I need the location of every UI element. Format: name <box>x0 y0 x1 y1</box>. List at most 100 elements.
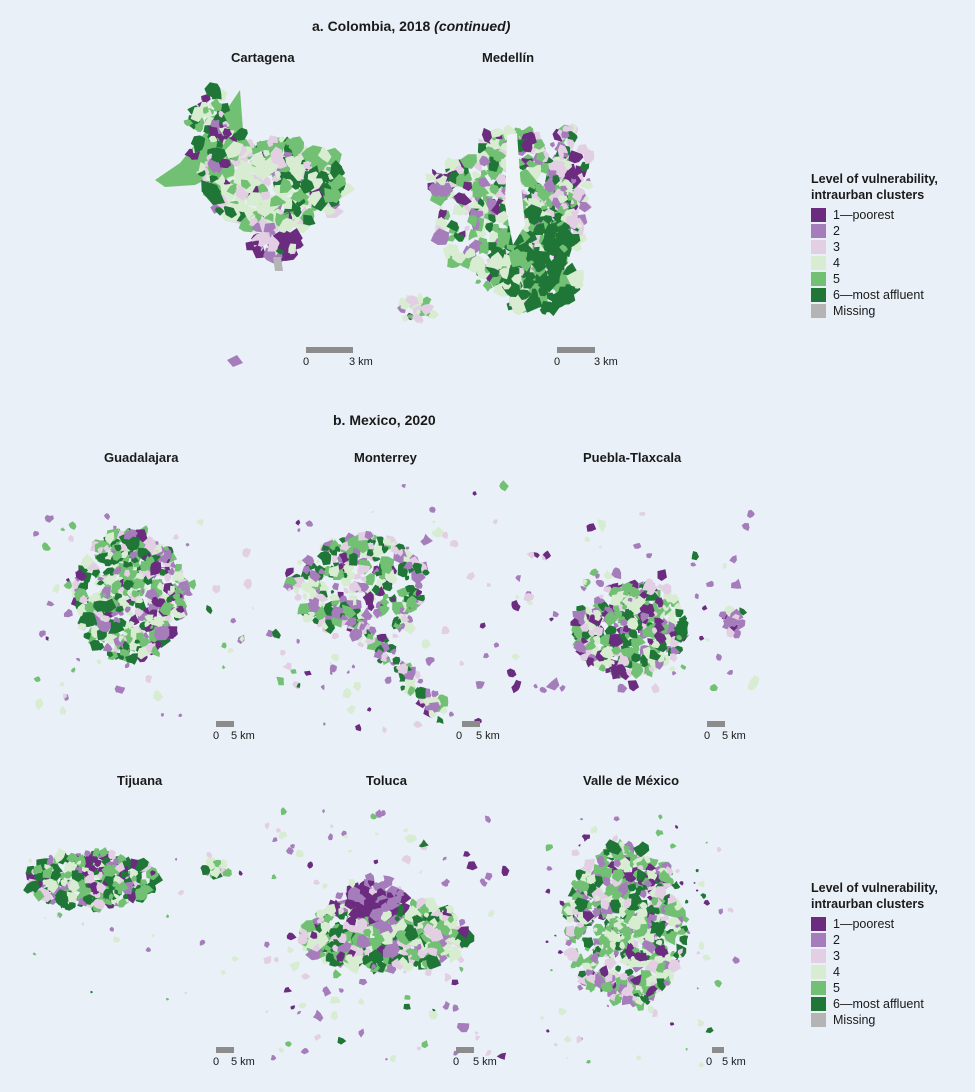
scale-end-label: 5 km <box>476 730 500 742</box>
cluster-area <box>584 858 595 874</box>
cluster-area <box>82 853 94 870</box>
scale-end-label: 5 km <box>231 1056 255 1068</box>
cluster-area <box>422 906 429 913</box>
cluster-area <box>741 522 750 532</box>
tijuana-scalebar: 0 5 km <box>213 1047 273 1073</box>
cluster-area <box>136 632 145 642</box>
cluster-area <box>92 848 100 857</box>
cluster-area <box>511 653 521 661</box>
cluster-area <box>413 720 423 728</box>
cluster-area <box>481 169 488 176</box>
cluster-area <box>565 235 577 248</box>
cluster-area <box>369 909 382 922</box>
cluster-area <box>702 954 712 961</box>
cluster-area <box>418 839 429 848</box>
cluster-area <box>80 553 94 570</box>
cluster-area <box>342 604 357 620</box>
cluster-area <box>468 262 478 273</box>
cluster-area <box>201 106 209 114</box>
cluster-area <box>606 1004 610 1008</box>
cluster-area <box>717 847 722 853</box>
cluster-area <box>586 657 595 668</box>
cluster-area <box>599 947 608 957</box>
cluster-area <box>272 837 278 842</box>
cluster-area <box>586 1059 591 1064</box>
cluster-area <box>113 525 117 530</box>
cluster-area <box>312 943 320 952</box>
cluster-area <box>372 882 382 891</box>
cluster-area <box>122 589 129 597</box>
cluster-area <box>581 195 590 204</box>
cluster-area <box>336 932 347 944</box>
cluster-area <box>590 825 598 834</box>
cluster-area <box>696 951 701 955</box>
cluster-area <box>84 875 96 884</box>
legend-label: 1—poorest <box>833 917 895 931</box>
legend-label: 4 <box>833 256 840 270</box>
cluster-area <box>608 951 616 960</box>
cluster-area <box>669 666 677 672</box>
cluster-area <box>487 909 495 918</box>
cluster-area <box>303 214 316 226</box>
legend-item: 3 <box>811 239 971 255</box>
cluster-area <box>439 707 448 715</box>
cluster-area <box>653 961 666 973</box>
cluster-area <box>276 676 284 686</box>
cluster-area <box>300 928 309 938</box>
cluster-area <box>570 879 576 887</box>
cluster-area <box>729 555 737 564</box>
cluster-area <box>295 519 301 526</box>
cluster-area <box>559 244 568 253</box>
cluster-area <box>145 674 153 683</box>
cluster-area <box>276 199 287 206</box>
cluster-area <box>414 580 423 589</box>
cluster-area <box>642 948 650 957</box>
cluster-area <box>666 615 678 626</box>
cluster-area <box>366 637 376 645</box>
cluster-area <box>503 276 513 286</box>
cluster-area <box>211 150 223 163</box>
cluster-area <box>611 868 625 882</box>
cluster-area <box>405 546 410 550</box>
cluster-area <box>573 640 587 654</box>
cluster-area <box>91 568 101 578</box>
section-a-title: a. Colombia, 2018 (continued) <box>312 18 511 34</box>
cluster-area <box>272 231 289 247</box>
cluster-area <box>118 899 127 908</box>
legend-label: 6—most affluent <box>833 288 924 302</box>
cluster-area <box>133 561 141 568</box>
monterrey-scalebar: 0 5 km <box>456 721 516 747</box>
cluster-area <box>165 914 169 918</box>
cluster-area <box>511 679 522 694</box>
cluster-area <box>251 606 255 610</box>
cluster-area <box>393 621 403 629</box>
cluster-area <box>585 606 592 616</box>
cluster-area <box>628 968 634 974</box>
cluster-area <box>441 914 449 922</box>
cluster-area <box>358 1028 365 1038</box>
cluster-area <box>546 1029 550 1033</box>
cluster-area <box>640 969 645 975</box>
cluster-area <box>582 962 591 972</box>
cluster-area <box>595 573 600 579</box>
cluster-area <box>375 809 384 818</box>
cluster-area <box>466 571 475 581</box>
cluster-area <box>210 119 220 128</box>
cluster-area <box>340 614 350 621</box>
legend-bottom: Level of vulnerability, intraurban clust… <box>811 880 971 1028</box>
cluster-area <box>113 936 121 943</box>
cluster-area <box>43 916 47 920</box>
cluster-area <box>153 690 164 702</box>
legend-label: 4 <box>833 965 840 979</box>
cluster-area <box>417 922 424 929</box>
cluster-area <box>122 640 130 651</box>
cluster-area <box>381 546 389 554</box>
cluster-area <box>493 143 503 150</box>
cluster-area <box>442 856 447 861</box>
cluster-area <box>33 676 41 682</box>
cluster-area <box>479 878 488 887</box>
cluster-area <box>415 599 419 603</box>
cluster-area <box>307 614 314 620</box>
cluster-area <box>619 906 629 919</box>
cluster-area <box>471 180 479 192</box>
